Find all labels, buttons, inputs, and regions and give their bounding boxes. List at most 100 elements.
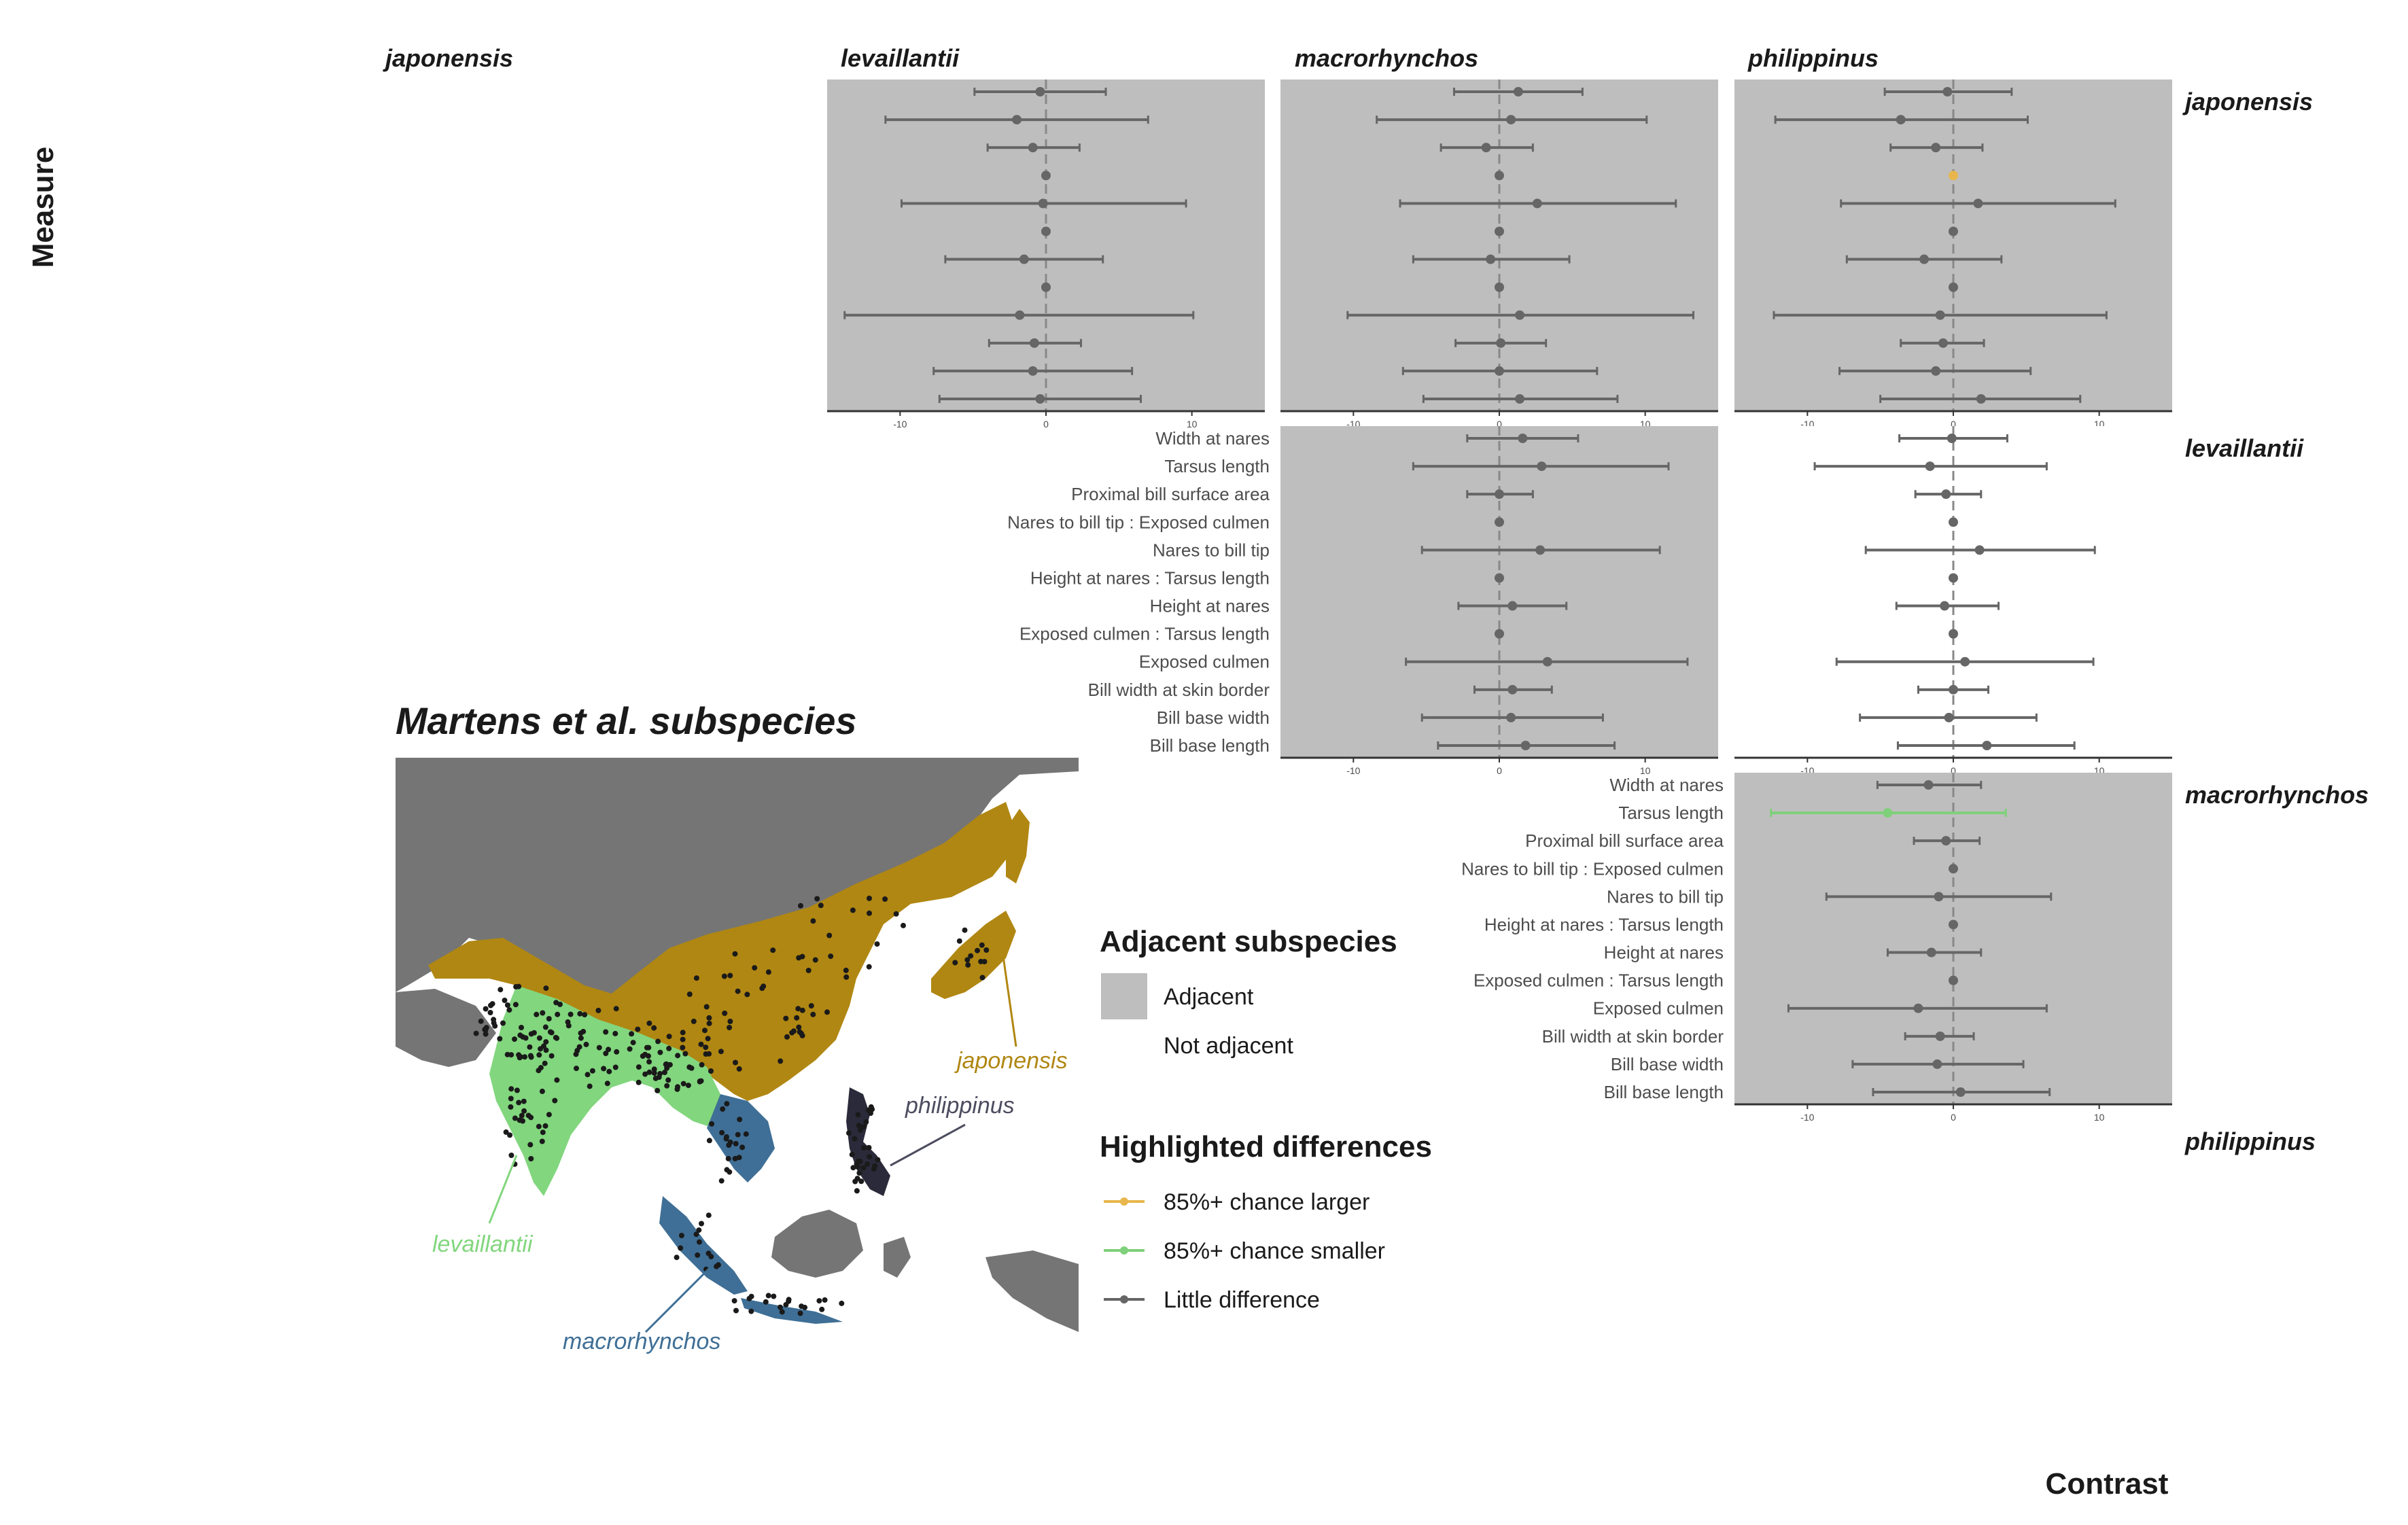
occurrence-point xyxy=(875,1157,881,1163)
estimate-point xyxy=(1041,226,1051,236)
occurrence-point xyxy=(865,1161,871,1167)
row-strip-levaillantii: levaillantii xyxy=(2185,434,2304,462)
occurrence-point xyxy=(543,985,549,992)
estimate-point xyxy=(1015,310,1025,320)
measure-label: Proximal bill surface area xyxy=(1071,484,1270,504)
estimate-point xyxy=(1028,366,1038,376)
estimate-point xyxy=(1955,1087,1966,1097)
occurrence-point xyxy=(489,1001,495,1007)
occurrence-point xyxy=(540,1010,546,1016)
occurrence-point xyxy=(546,1112,552,1118)
occurrence-point xyxy=(666,1034,672,1040)
occurrence-point xyxy=(543,1039,549,1045)
occurrence-point xyxy=(612,1064,618,1070)
occurrence-point xyxy=(799,1030,804,1036)
occurrence-point xyxy=(843,974,850,980)
measure-label: Bill base width xyxy=(1157,707,1270,728)
occurrence-point xyxy=(696,1227,702,1233)
occurrence-point xyxy=(962,927,968,933)
estimate-point xyxy=(1931,143,1941,153)
occurrence-point xyxy=(542,1024,548,1030)
occurrence-point xyxy=(629,1031,635,1037)
occurrence-point xyxy=(893,911,899,917)
estimate-point xyxy=(1507,601,1518,611)
estimate-point xyxy=(1940,601,1950,611)
occurrence-point xyxy=(543,1047,549,1053)
occurrence-point xyxy=(979,942,985,948)
occurrence-point xyxy=(555,1011,561,1017)
occurrence-point xyxy=(720,1106,726,1112)
estimate-point xyxy=(1913,1003,1923,1013)
occurrence-point xyxy=(635,1026,641,1032)
occurrence-point xyxy=(503,1129,509,1135)
occurrence-point xyxy=(521,1098,527,1104)
occurrence-point xyxy=(765,969,771,975)
estimate-point xyxy=(1919,254,1930,264)
estimate-point xyxy=(1973,198,1983,209)
x-tick-label: 0 xyxy=(1951,765,1956,776)
occurrence-point xyxy=(635,1064,642,1070)
occurrence-point xyxy=(663,1061,669,1067)
estimate-point xyxy=(1949,573,1958,583)
estimate-point xyxy=(1925,461,1935,472)
legend-label-smaller: 85%+ chance smaller xyxy=(1164,1238,1385,1264)
occurrence-point xyxy=(646,1045,652,1051)
estimate-point xyxy=(1938,338,1948,348)
panel-levaillantii-vs-macrorhynchos: -10 0 10 Width at nares Tarsus length Proxima… xyxy=(1007,426,1718,776)
estimate-point xyxy=(1883,808,1893,818)
estimate-point xyxy=(1041,282,1051,292)
occurrence-point xyxy=(603,1051,609,1057)
occurrence-point xyxy=(655,1038,661,1045)
occurrence-point xyxy=(678,1245,684,1251)
occurrence-point xyxy=(565,1023,572,1029)
measure-label: Nares to bill tip xyxy=(1153,540,1270,560)
estimate-point xyxy=(1495,517,1504,527)
occurrence-point xyxy=(606,1047,612,1053)
occurrence-point xyxy=(790,1028,797,1034)
map-land-newguinea xyxy=(985,1250,1079,1332)
x-tick-label: 0 xyxy=(1951,419,1956,430)
occurrence-point xyxy=(748,1308,754,1314)
macrorhynchos-leader xyxy=(644,1266,712,1333)
estimate-point xyxy=(1974,545,1985,555)
occurrence-point xyxy=(981,959,988,964)
occurrence-points xyxy=(473,895,990,1316)
occurrence-point xyxy=(651,1066,657,1072)
occurrence-point xyxy=(680,1030,686,1036)
y-axis-title: Measure xyxy=(27,147,60,268)
occurrence-point xyxy=(718,1178,725,1184)
occurrence-point xyxy=(596,1045,602,1051)
occurrence-point xyxy=(857,1159,863,1165)
occurrence-point xyxy=(805,968,812,973)
occurrence-point xyxy=(743,1131,749,1137)
measure-label: Width at nares xyxy=(1609,775,1724,795)
estimate-point xyxy=(1486,254,1496,264)
occurrence-point xyxy=(783,1015,789,1021)
estimate-point xyxy=(1949,171,1958,181)
occurrence-point xyxy=(662,1070,667,1075)
estimate-point xyxy=(1520,741,1531,750)
occurrence-point xyxy=(646,1069,652,1075)
occurrence-point xyxy=(695,1252,701,1258)
estimate-point xyxy=(1495,226,1504,236)
measure-label: Bill width at skin border xyxy=(1542,1026,1724,1047)
occurrence-point xyxy=(965,962,971,968)
estimate-point xyxy=(1035,87,1045,97)
map-label-levaillantii: levaillantii xyxy=(432,1231,534,1257)
estimate-point xyxy=(1532,198,1542,209)
levaillantii-leader xyxy=(488,1155,518,1224)
panel-levaillantii-vs-philippinus: -10 0 10 xyxy=(1734,426,2172,776)
legend-key-not-adjacent xyxy=(1101,1022,1147,1068)
estimate-point xyxy=(1012,115,1022,125)
x-tick-label: -10 xyxy=(1800,1112,1814,1123)
occurrence-point xyxy=(863,1119,869,1125)
occurrence-point xyxy=(528,1031,534,1037)
row-strip-japonensis: japonensis xyxy=(2182,88,2313,116)
occurrence-point xyxy=(507,1132,513,1138)
panel-japonensis-vs-macrorhynchos: -10 0 10 xyxy=(1280,80,1718,430)
occurrence-point xyxy=(655,1087,661,1093)
occurrence-point xyxy=(952,960,958,966)
occurrence-point xyxy=(553,1000,559,1006)
panel-macrorhynchos-vs-philippinus: -10 0 10 Width at nares Tarsus length Proxima… xyxy=(1461,773,2172,1123)
